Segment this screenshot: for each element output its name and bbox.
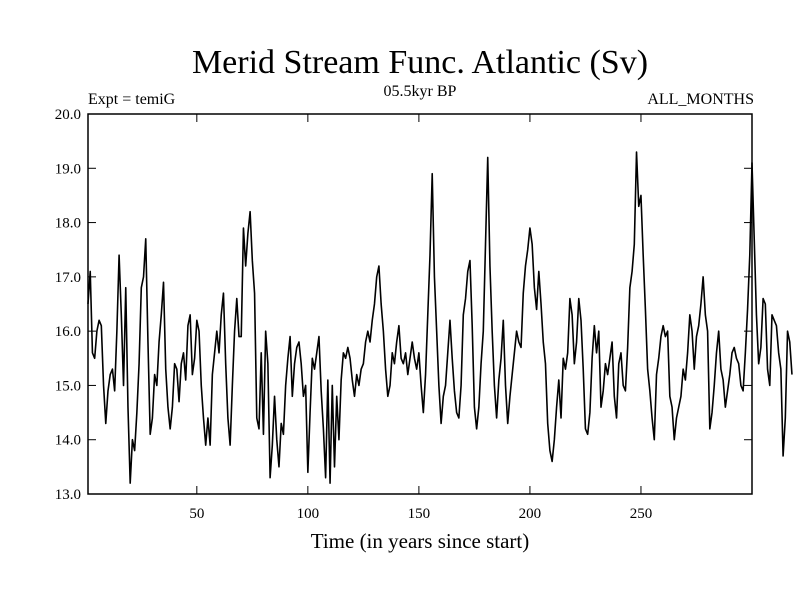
x-axis: 50 100 150 200 250 [189, 114, 652, 522]
y-tick-label: 15.0 [55, 378, 81, 394]
x-axis-title: Time (in years since start) [311, 529, 530, 553]
y-tick-label: 20.0 [55, 107, 81, 123]
plot-frame [87, 113, 753, 495]
data-series-line [87, 151, 793, 484]
y-tick-label: 14.0 [55, 433, 81, 449]
months-label: ALL_MONTHS [647, 91, 754, 108]
x-tick-label: 100 [297, 506, 320, 522]
chart-title: Merid Stream Func. Atlantic (Sv) [192, 44, 648, 81]
y-tick-label: 19.0 [55, 161, 81, 177]
y-tick-label: 16.0 [55, 324, 81, 340]
x-tick-label: 150 [408, 506, 431, 522]
period-label: 05.5kyr BP [384, 83, 457, 100]
x-tick-label: 250 [630, 506, 653, 522]
x-tick-label: 50 [189, 506, 204, 522]
y-tick-label: 13.0 [55, 487, 81, 503]
y-axis: 13.0 14.0 15.0 16.0 17.0 18.0 19.0 20.0 [55, 107, 752, 503]
y-tick-label: 18.0 [55, 216, 81, 232]
experiment-label: Expt = temiG [88, 91, 176, 108]
x-tick-label: 200 [519, 506, 542, 522]
y-tick-label: 17.0 [55, 270, 81, 286]
